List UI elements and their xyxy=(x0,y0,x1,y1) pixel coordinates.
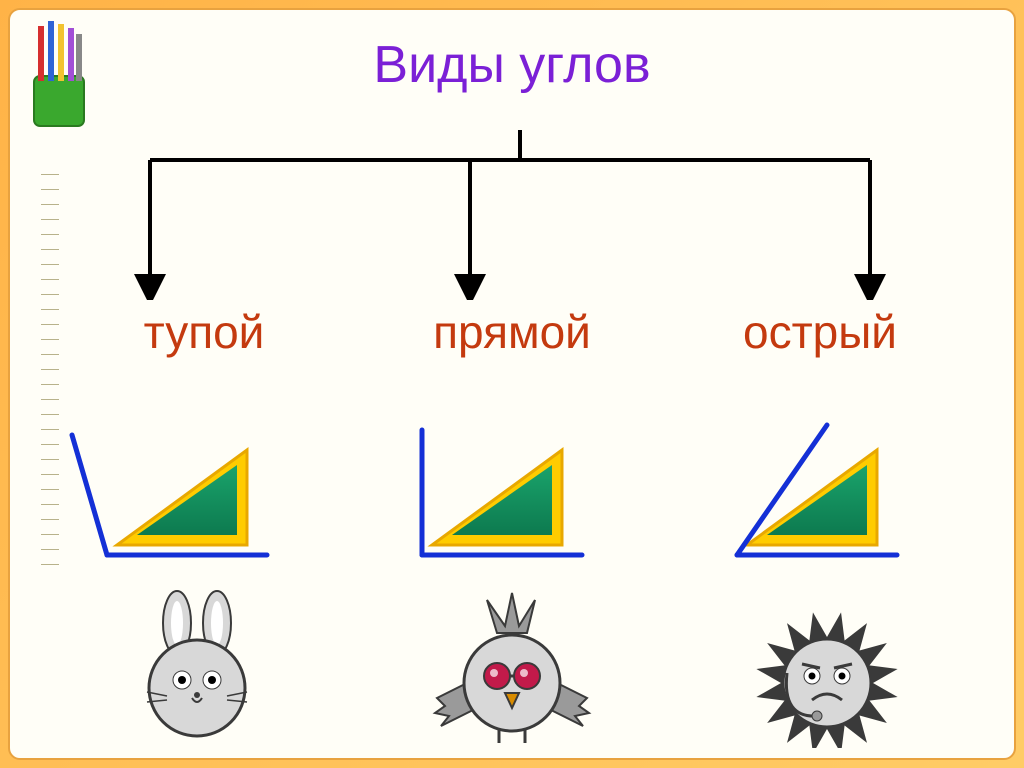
page-title: Виды углов xyxy=(10,35,1014,95)
bunny-character xyxy=(47,588,347,748)
label-obtuse: тупой xyxy=(54,305,354,359)
characters-row xyxy=(10,588,1014,748)
labels-row: тупой прямой острый xyxy=(10,305,1014,359)
label-right: прямой xyxy=(362,305,662,359)
label-acute: острый xyxy=(670,305,970,359)
angle-obtuse xyxy=(47,395,347,595)
branch-diagram xyxy=(70,120,970,300)
spikey-character xyxy=(677,588,977,748)
slide-frame: Виды углов тупой прямой острый xyxy=(8,8,1016,760)
pencil-cup-icon xyxy=(16,16,106,136)
angle-acute xyxy=(677,395,977,595)
bird-character xyxy=(362,588,662,748)
angle-row xyxy=(10,395,1014,595)
angle-right xyxy=(362,395,662,595)
